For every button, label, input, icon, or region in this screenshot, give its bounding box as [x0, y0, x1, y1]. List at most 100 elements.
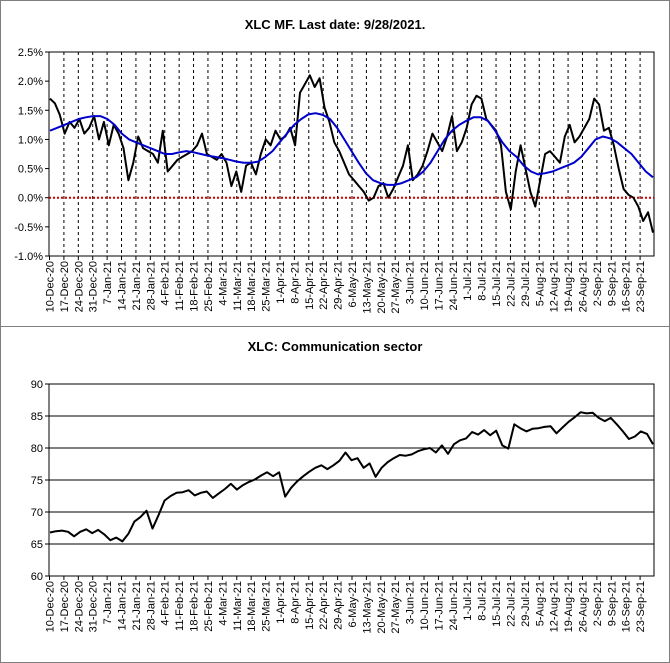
x-tick-label: 15-Apr-21 [304, 581, 316, 630]
x-tick-label: 17-Dec-20 [59, 261, 71, 312]
x-tick-label: 3-Jun-21 [405, 261, 417, 304]
x-tick-label: 18-Mar-21 [246, 581, 258, 632]
x-tick-label: 18-Feb-21 [189, 581, 201, 632]
chart-1-plot: 2.5% 2.0% 1.5% 1.0% 0.5% 0.0% -0.5% -1.0%10-Dec… [14, 47, 655, 314]
y-tick-label: 90 [31, 379, 43, 391]
x-tick-label: 29-Apr-21 [333, 261, 345, 310]
x-tick-label: 17-Jun-21 [433, 581, 445, 631]
x-tick-label: 24-Dec-20 [73, 261, 85, 312]
x-tick-label: 1-Apr-21 [275, 581, 287, 624]
x-tick-label: 1-Jul-21 [462, 581, 474, 621]
x-tick-label: 15-Jul-21 [491, 581, 503, 627]
x-tick-label: 10-Dec-20 [45, 261, 57, 312]
x-tick-label: 29-Jul-21 [520, 261, 532, 307]
x-tick-label: 11-Feb-21 [174, 581, 186, 631]
x-tick-label: 31-Dec-20 [88, 581, 100, 632]
x-tick-label: 15-Jul-21 [491, 261, 503, 307]
x-tick-label: 9-Sep-21 [606, 581, 618, 626]
x-tick-label: 8-Jul-21 [477, 581, 489, 621]
x-tick-label: 25-Feb-21 [203, 581, 215, 632]
y-tick-label: 2.0% [18, 76, 43, 88]
x-tick-label: 26-Aug-21 [577, 581, 589, 632]
x-tick-label: 4-Mar-21 [217, 581, 229, 626]
x-tick-label: 11-Mar-21 [232, 581, 244, 631]
x-tick-label: 7-Jan-21 [102, 261, 114, 304]
x-tick-label: 13-May-21 [361, 261, 373, 314]
x-tick-label: 3-Jun-21 [405, 581, 417, 624]
x-tick-label: 22-Jul-21 [505, 581, 517, 627]
x-tick-label: 26-Aug-21 [577, 261, 589, 312]
x-tick-label: 21-Jan-21 [131, 581, 143, 631]
x-tick-label: 24-Jun-21 [448, 261, 460, 311]
x-tick-label: 14-Jan-21 [117, 261, 129, 311]
x-tick-label: 23-Sep-21 [635, 261, 647, 312]
x-tick-label: 2-Sep-21 [592, 261, 604, 306]
x-tick-label: 23-Sep-21 [635, 581, 647, 632]
x-tick-label: 29-Jul-21 [520, 581, 532, 627]
x-tick-label: 13-May-21 [361, 581, 373, 634]
x-tick-label: 10-Jun-21 [419, 581, 431, 631]
x-tick-label: 6-May-21 [347, 581, 359, 627]
x-tick-label: 19-Aug-21 [563, 261, 575, 312]
x-tick-label: 10-Jun-21 [419, 261, 431, 311]
x-tick-label: 7-Jan-21 [102, 581, 114, 624]
x-tick-label: 28-Jan-21 [145, 261, 157, 311]
chart-1-title: XLC MF. Last date: 9/28/2021. [245, 17, 426, 32]
y-tick-label: 65 [31, 539, 43, 551]
x-tick-label: 10-Dec-20 [45, 581, 57, 632]
x-tick-label: 27-May-21 [390, 581, 402, 634]
y-tick-label: 75 [31, 475, 43, 487]
y-tick-label: 85 [31, 411, 43, 423]
x-tick-label: 6-May-21 [347, 261, 359, 307]
x-tick-label: 1-Jul-21 [462, 261, 474, 301]
y-tick-label: 0.0% [18, 193, 43, 205]
x-tick-label: 4-Feb-21 [160, 261, 172, 306]
x-tick-label: 16-Sep-21 [621, 261, 633, 312]
x-tick-label: 18-Mar-21 [246, 261, 258, 312]
x-tick-label: 1-Apr-21 [275, 261, 287, 304]
y-tick-label: -0.5% [14, 222, 43, 234]
series-line-1 [49, 74, 654, 233]
x-tick-label: 20-May-21 [376, 581, 388, 634]
y-tick-label: 1.5% [18, 105, 43, 117]
x-tick-label: 20-May-21 [376, 261, 388, 314]
x-tick-label: 21-Jan-21 [131, 261, 143, 311]
x-tick-label: 14-Jan-21 [117, 581, 129, 631]
x-tick-label: 8-Jul-21 [477, 261, 489, 301]
x-tick-label: 9-Sep-21 [606, 261, 618, 306]
x-tick-label: 29-Apr-21 [333, 581, 345, 630]
x-tick-label: 4-Feb-21 [160, 581, 172, 626]
y-tick-label: 70 [31, 507, 43, 519]
x-tick-label: 31-Dec-20 [88, 261, 100, 312]
x-tick-label: 2-Sep-21 [592, 581, 604, 626]
x-tick-label: 17-Dec-20 [59, 581, 71, 632]
x-tick-label: 24-Jun-21 [448, 581, 460, 631]
x-tick-label: 25-Feb-21 [203, 261, 215, 312]
y-tick-label: 60 [31, 571, 43, 583]
chart-2-title: XLC: Communication sector [248, 339, 423, 354]
x-tick-label: 19-Aug-21 [563, 581, 575, 632]
x-tick-label: 11-Feb-21 [174, 261, 186, 311]
x-tick-label: 22-Apr-21 [318, 261, 330, 310]
x-tick-label: 18-Feb-21 [189, 261, 201, 312]
series-line-1 [49, 411, 654, 543]
y-tick-label: 1.0% [18, 134, 43, 146]
x-tick-label: 5-Aug-21 [534, 581, 546, 626]
y-tick-label: 0.5% [18, 164, 43, 176]
x-tick-label: 27-May-21 [390, 261, 402, 314]
x-tick-label: 24-Dec-20 [73, 581, 85, 632]
x-tick-label: 8-Apr-21 [289, 581, 301, 624]
x-tick-label: 12-Aug-21 [549, 261, 561, 312]
x-tick-label: 22-Apr-21 [318, 581, 330, 630]
y-tick-label: -1.0% [14, 251, 43, 263]
x-tick-label: 8-Apr-21 [289, 261, 301, 304]
x-tick-label: 4-Mar-21 [217, 261, 229, 306]
series-line-2 [49, 112, 654, 186]
x-tick-label: 22-Jul-21 [505, 261, 517, 307]
x-tick-label: 25-Mar-21 [261, 581, 273, 632]
x-tick-label: 11-Mar-21 [232, 261, 244, 311]
x-tick-label: 25-Mar-21 [261, 261, 273, 312]
x-tick-label: 5-Aug-21 [534, 261, 546, 306]
x-tick-label: 16-Sep-21 [621, 581, 633, 632]
